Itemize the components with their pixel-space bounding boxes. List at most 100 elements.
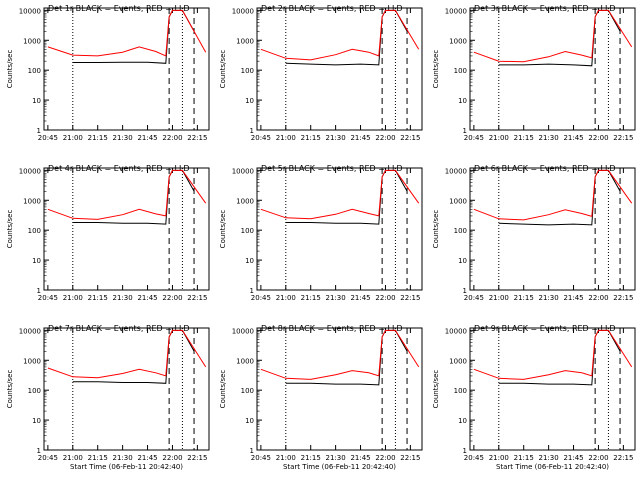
x-tick-label: 20:45 [464,454,484,462]
x-tick-label: 21:00 [276,134,296,142]
x-tick-label: 21:45 [137,294,157,302]
y-tick-label: 1000 [449,197,467,205]
x-tick-label: 21:30 [539,134,559,142]
y-tick-label: 1 [37,447,41,455]
x-tick-label: 20:45 [464,294,484,302]
events-series-line [72,329,195,384]
detector-panel-9: Det 9r BLACK = Events, RED = LLD11010010… [432,324,636,471]
x-tick-label: 21:45 [563,134,583,142]
x-tick-label: 22:15 [613,294,633,302]
x-tick-label: 21:45 [563,454,583,462]
x-tick-label: 22:00 [375,454,395,462]
y-tick-label: 1 [37,127,41,135]
plot-frame [256,327,423,451]
y-tick-label: 100 [454,227,467,235]
x-tick-label: 21:15 [514,134,534,142]
lld-series-line [260,9,420,61]
x-tick-label: 22:00 [588,294,608,302]
y-tick-label: 10000 [19,7,41,15]
y-tick-label: 10 [32,97,41,105]
x-tick-label: 21:00 [489,454,509,462]
x-tick-label: 22:00 [162,294,182,302]
events-series-line [498,329,621,386]
x-tick-label: 21:15 [301,454,321,462]
plot-frame [256,167,423,291]
lld-series-line [473,9,633,63]
x-tick-label: 21:00 [63,134,83,142]
y-axis-label: Counts/sec [219,370,227,409]
x-tick-label: 21:15 [301,294,321,302]
y-axis-label: Counts/sec [6,370,14,409]
x-tick-label: 21:15 [88,454,108,462]
x-tick-label: 21:00 [276,454,296,462]
x-tick-label: 21:00 [276,294,296,302]
lld-series-line [47,329,207,379]
x-tick-label: 20:45 [251,454,271,462]
y-tick-label: 1000 [449,37,467,45]
x-tick-label: 21:30 [113,134,133,142]
y-tick-label: 10000 [232,7,254,15]
detector-panel-4: Det 4r BLACK = Events, RED = LLD11010010… [6,164,210,302]
detector-panel-7: Det 7r BLACK = Events, RED = LLD11010010… [6,324,210,471]
y-tick-label: 1000 [23,357,41,365]
y-tick-label: 10000 [445,327,467,335]
y-tick-label: 1 [250,127,254,135]
x-tick-label: 21:00 [63,454,83,462]
y-tick-label: 100 [241,67,254,75]
x-tick-label: 22:00 [588,134,608,142]
x-tick-label: 22:15 [613,454,633,462]
x-tick-label: 21:45 [137,134,157,142]
x-tick-label: 20:45 [38,134,58,142]
x-tick-label: 21:45 [350,294,370,302]
x-tick-label: 21:30 [326,294,346,302]
y-tick-label: 10 [32,257,41,265]
y-tick-label: 10 [458,257,467,265]
lld-series-line [47,9,207,57]
x-tick-label: 21:15 [514,454,534,462]
x-tick-label: 22:15 [613,134,633,142]
y-tick-label: 10 [245,417,254,425]
events-series-line [285,169,408,225]
x-tick-label: 20:45 [464,134,484,142]
y-axis-label: Counts/sec [6,50,14,89]
x-tick-label: 22:15 [187,454,207,462]
y-tick-label: 10000 [445,167,467,175]
x-tick-label: 22:15 [400,454,420,462]
y-tick-label: 10 [32,417,41,425]
y-tick-label: 100 [241,387,254,395]
events-series-line [498,9,621,67]
x-tick-label: 21:30 [113,294,133,302]
y-tick-label: 100 [28,227,41,235]
y-tick-label: 1 [463,287,467,295]
plot-frame [43,327,210,451]
events-series-line [72,169,195,225]
y-tick-label: 10000 [19,167,41,175]
y-axis-label: Counts/sec [6,210,14,249]
plot-frame [256,7,423,131]
x-axis-label: Start Time (06-Feb-11 20:42:40) [496,463,609,471]
x-tick-label: 21:30 [113,454,133,462]
plot-frame [469,167,636,291]
x-tick-label: 20:45 [251,134,271,142]
y-tick-label: 1 [463,447,467,455]
lld-series-line [473,329,633,380]
y-tick-label: 1 [37,287,41,295]
y-tick-label: 1 [463,127,467,135]
y-tick-label: 100 [28,387,41,395]
x-tick-label: 22:00 [588,454,608,462]
x-tick-label: 20:45 [38,454,58,462]
y-tick-label: 100 [28,67,41,75]
x-tick-label: 21:00 [489,294,509,302]
detector-panel-2: Det 2r BLACK = Events, RED = LLD11010010… [219,4,423,142]
y-tick-label: 10000 [445,7,467,15]
detector-panel-5: Det 5r BLACK = Events, RED = LLD11010010… [219,164,423,302]
x-tick-label: 20:45 [38,294,58,302]
y-axis-label: Counts/sec [432,210,440,249]
x-tick-label: 22:15 [400,294,420,302]
x-tick-label: 21:30 [326,454,346,462]
detector-panel-8: Det 8r BLACK = Events, RED = LLD11010010… [219,324,423,471]
x-tick-label: 21:30 [539,294,559,302]
x-tick-label: 21:30 [539,454,559,462]
x-tick-label: 21:15 [514,294,534,302]
